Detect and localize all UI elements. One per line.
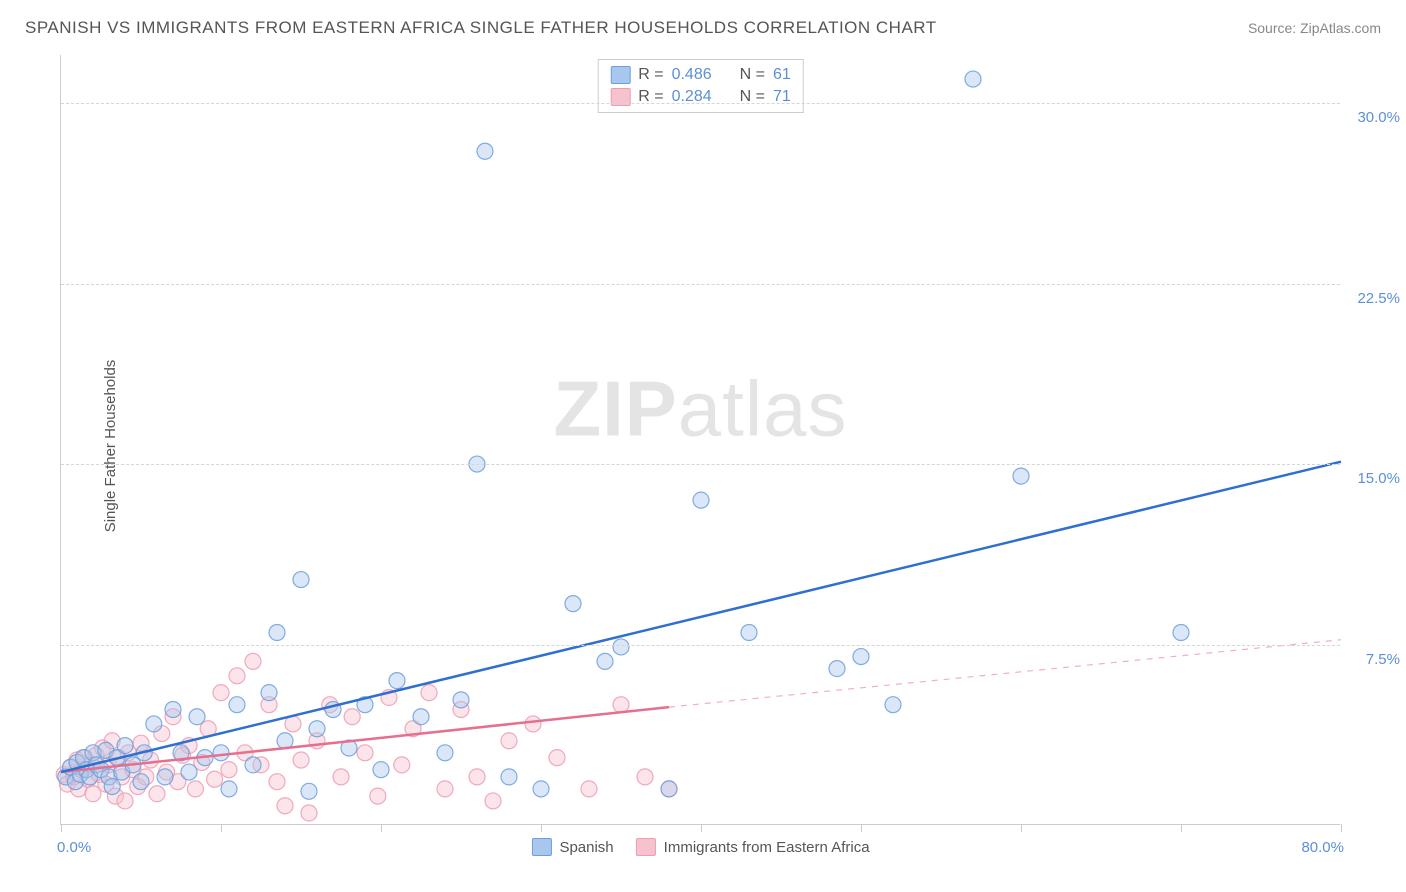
swatch-eastern-africa [636, 838, 656, 856]
n-label: N = [740, 66, 765, 84]
plot-canvas [61, 55, 1340, 824]
gridline [61, 645, 1340, 646]
gridline [61, 284, 1340, 285]
n-value-spanish: 61 [773, 66, 791, 84]
x-tick [61, 824, 62, 832]
chart-title: SPANISH VS IMMIGRANTS FROM EASTERN AFRIC… [25, 18, 937, 38]
gridline [61, 103, 1340, 104]
correlation-row-spanish: R = 0.486 N = 61 [610, 64, 791, 86]
x-axis-max-label: 80.0% [1301, 839, 1344, 856]
r-label: R = [638, 66, 663, 84]
legend-item-eastern-africa: Immigrants from Eastern Africa [636, 838, 870, 856]
title-bar: SPANISH VS IMMIGRANTS FROM EASTERN AFRIC… [25, 18, 1381, 38]
y-tick-label: 30.0% [1357, 109, 1400, 126]
legend-label-spanish: Spanish [559, 839, 613, 856]
legend-item-spanish: Spanish [531, 838, 613, 856]
swatch-spanish [531, 838, 551, 856]
swatch-spanish [610, 66, 630, 84]
legend-label-eastern-africa: Immigrants from Eastern Africa [664, 839, 870, 856]
x-tick [381, 824, 382, 832]
series-legend: Spanish Immigrants from Eastern Africa [531, 838, 869, 856]
gridline [61, 464, 1340, 465]
x-tick [1181, 824, 1182, 832]
y-tick-label: 22.5% [1357, 290, 1400, 307]
x-tick [541, 824, 542, 832]
y-tick-label: 7.5% [1366, 651, 1400, 668]
x-tick [701, 824, 702, 832]
x-tick [861, 824, 862, 832]
r-value-spanish: 0.486 [672, 66, 712, 84]
x-axis-min-label: 0.0% [57, 839, 91, 856]
source-attribution: Source: ZipAtlas.com [1248, 20, 1381, 36]
x-tick [1021, 824, 1022, 832]
scatter-plot: ZIPatlas R = 0.486 N = 61 R = 0.284 N = … [60, 55, 1340, 825]
x-tick [1341, 824, 1342, 832]
correlation-row-eastern-africa: R = 0.284 N = 71 [610, 86, 791, 108]
y-tick-label: 15.0% [1357, 470, 1400, 487]
correlation-legend: R = 0.486 N = 61 R = 0.284 N = 71 [597, 59, 804, 113]
x-tick [221, 824, 222, 832]
